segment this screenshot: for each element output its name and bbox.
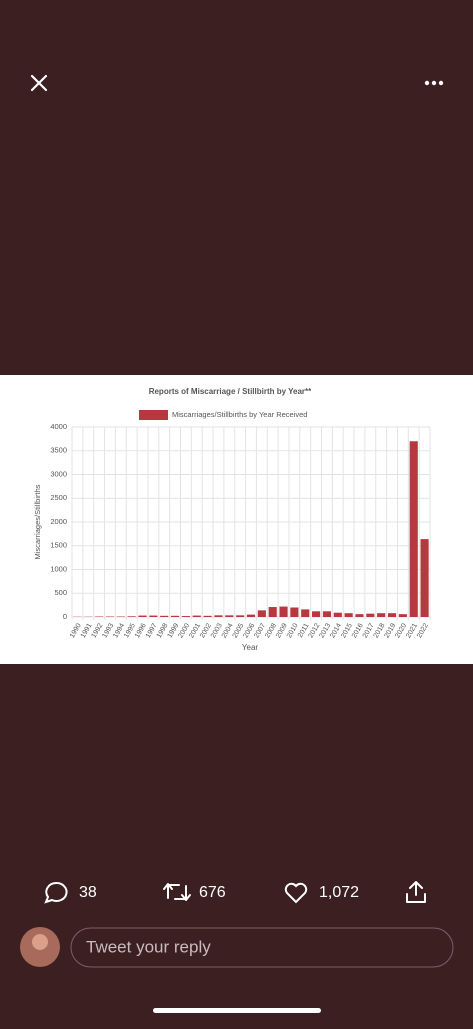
bar xyxy=(149,616,157,617)
y-tick-label: 2500 xyxy=(50,493,67,502)
bar xyxy=(279,607,287,617)
bar xyxy=(160,616,168,617)
like-count: 1,072 xyxy=(319,884,359,901)
reply-count: 38 xyxy=(79,884,97,901)
x-axis-label: Year xyxy=(242,643,259,652)
y-tick-label: 2000 xyxy=(50,517,67,526)
bar xyxy=(182,616,190,617)
bar xyxy=(138,616,146,617)
bar xyxy=(355,614,363,617)
y-tick-label: 4000 xyxy=(50,422,67,431)
bar xyxy=(334,613,342,617)
more-button[interactable] xyxy=(425,81,443,85)
legend-swatch xyxy=(139,410,168,420)
bar xyxy=(214,615,222,617)
y-tick-label: 3000 xyxy=(50,469,67,478)
retweet-count: 676 xyxy=(199,884,226,901)
y-tick-label: 500 xyxy=(54,588,67,597)
bar xyxy=(204,616,212,617)
bar xyxy=(345,613,353,617)
bar xyxy=(410,441,418,617)
bar xyxy=(236,615,244,617)
bar xyxy=(193,616,201,617)
bar xyxy=(247,615,255,617)
bar xyxy=(258,610,266,617)
bar xyxy=(269,607,277,617)
y-tick-label: 3500 xyxy=(50,446,67,455)
bar xyxy=(399,614,407,617)
bar xyxy=(388,613,396,617)
y-axis-label: Miscarriages/Stillbirths xyxy=(33,484,42,559)
bar xyxy=(421,539,429,617)
bar xyxy=(290,608,298,618)
bar xyxy=(301,609,309,617)
home-indicator xyxy=(153,1008,321,1013)
bar xyxy=(128,616,136,617)
y-tick-label: 0 xyxy=(63,612,67,621)
legend-label: Miscarriages/Stillbirths by Year Receive… xyxy=(172,410,307,419)
bar xyxy=(377,613,385,617)
chart-title: Reports of Miscarriage / Stillbirth by Y… xyxy=(149,387,312,396)
bar xyxy=(171,616,179,617)
y-tick-label: 1000 xyxy=(50,564,67,573)
y-tick-label: 1500 xyxy=(50,541,67,550)
avatar-face xyxy=(32,934,48,950)
bar xyxy=(366,614,374,617)
reply-placeholder: Tweet your reply xyxy=(86,937,211,956)
bar xyxy=(312,611,320,617)
bar xyxy=(225,615,233,617)
bar xyxy=(323,611,331,617)
